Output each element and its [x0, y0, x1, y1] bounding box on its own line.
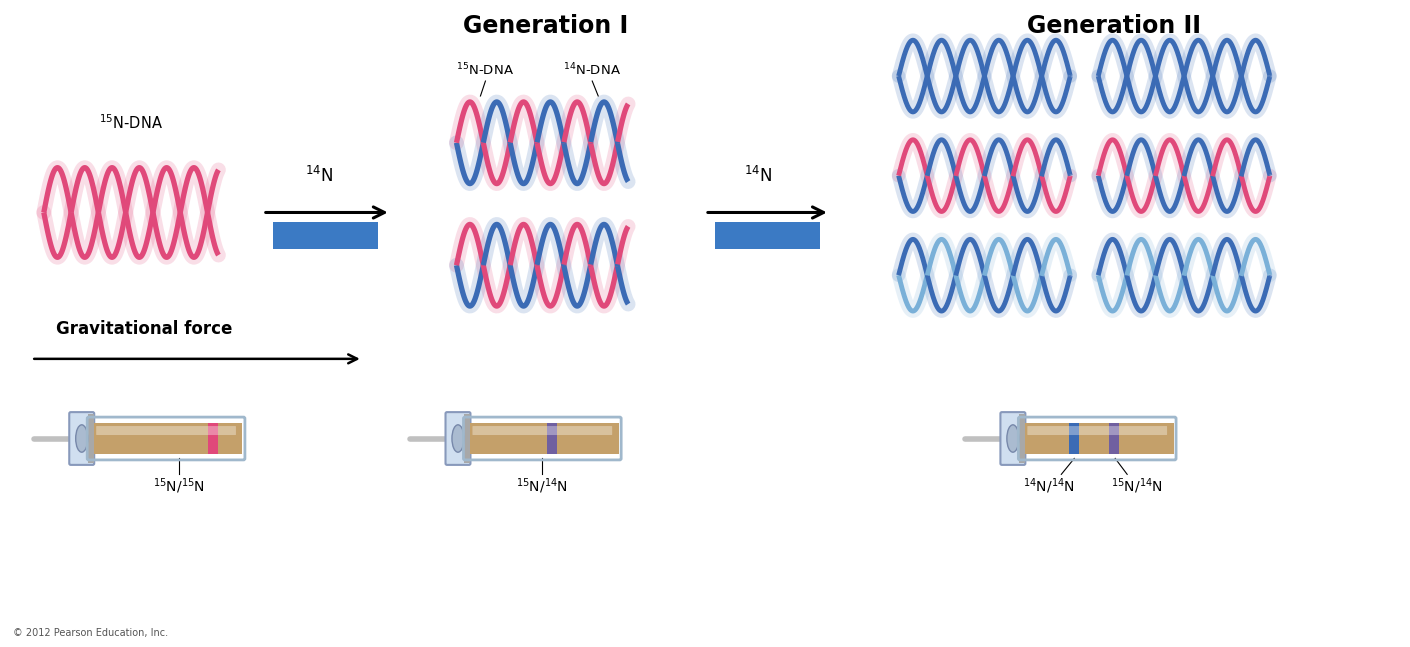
Text: $^{14}$N: $^{14}$N	[743, 166, 773, 186]
Text: $^{15}$N/$^{14}$N: $^{15}$N/$^{14}$N	[1111, 476, 1163, 496]
FancyBboxPatch shape	[1028, 426, 1167, 435]
FancyBboxPatch shape	[1001, 412, 1025, 465]
Bar	[274, 223, 378, 249]
Bar	[547, 422, 557, 454]
Bar	[207, 422, 217, 454]
Bar	[93, 422, 243, 454]
Text: $^{15}$N-DNA: $^{15}$N-DNA	[457, 62, 515, 78]
Bar	[87, 413, 93, 463]
Bar	[464, 413, 470, 463]
FancyBboxPatch shape	[96, 426, 235, 435]
Text: Generation II: Generation II	[1028, 14, 1201, 38]
Text: © 2012 Pearson Education, Inc.: © 2012 Pearson Education, Inc.	[13, 628, 168, 638]
Ellipse shape	[453, 425, 464, 452]
Ellipse shape	[76, 425, 87, 452]
FancyBboxPatch shape	[446, 412, 471, 465]
FancyBboxPatch shape	[69, 412, 94, 465]
Text: Generation I: Generation I	[462, 14, 627, 38]
Text: $^{14}$N-DNA: $^{14}$N-DNA	[563, 62, 622, 78]
Bar	[1069, 422, 1079, 454]
Text: Gravitational force: Gravitational force	[56, 320, 233, 338]
Bar	[470, 422, 619, 454]
Bar	[1019, 413, 1025, 463]
Text: $^{15}$N-DNA: $^{15}$N-DNA	[99, 113, 164, 132]
Bar	[715, 223, 819, 249]
Bar	[1025, 422, 1173, 454]
Text: $^{15}$N/$^{15}$N: $^{15}$N/$^{15}$N	[154, 476, 204, 496]
FancyBboxPatch shape	[472, 426, 612, 435]
Ellipse shape	[1007, 425, 1019, 452]
Text: $^{15}$N/$^{14}$N: $^{15}$N/$^{14}$N	[516, 476, 568, 496]
Bar	[1110, 422, 1120, 454]
Text: $^{14}$N: $^{14}$N	[305, 166, 333, 186]
Text: $^{14}$N/$^{14}$N: $^{14}$N/$^{14}$N	[1024, 476, 1076, 496]
